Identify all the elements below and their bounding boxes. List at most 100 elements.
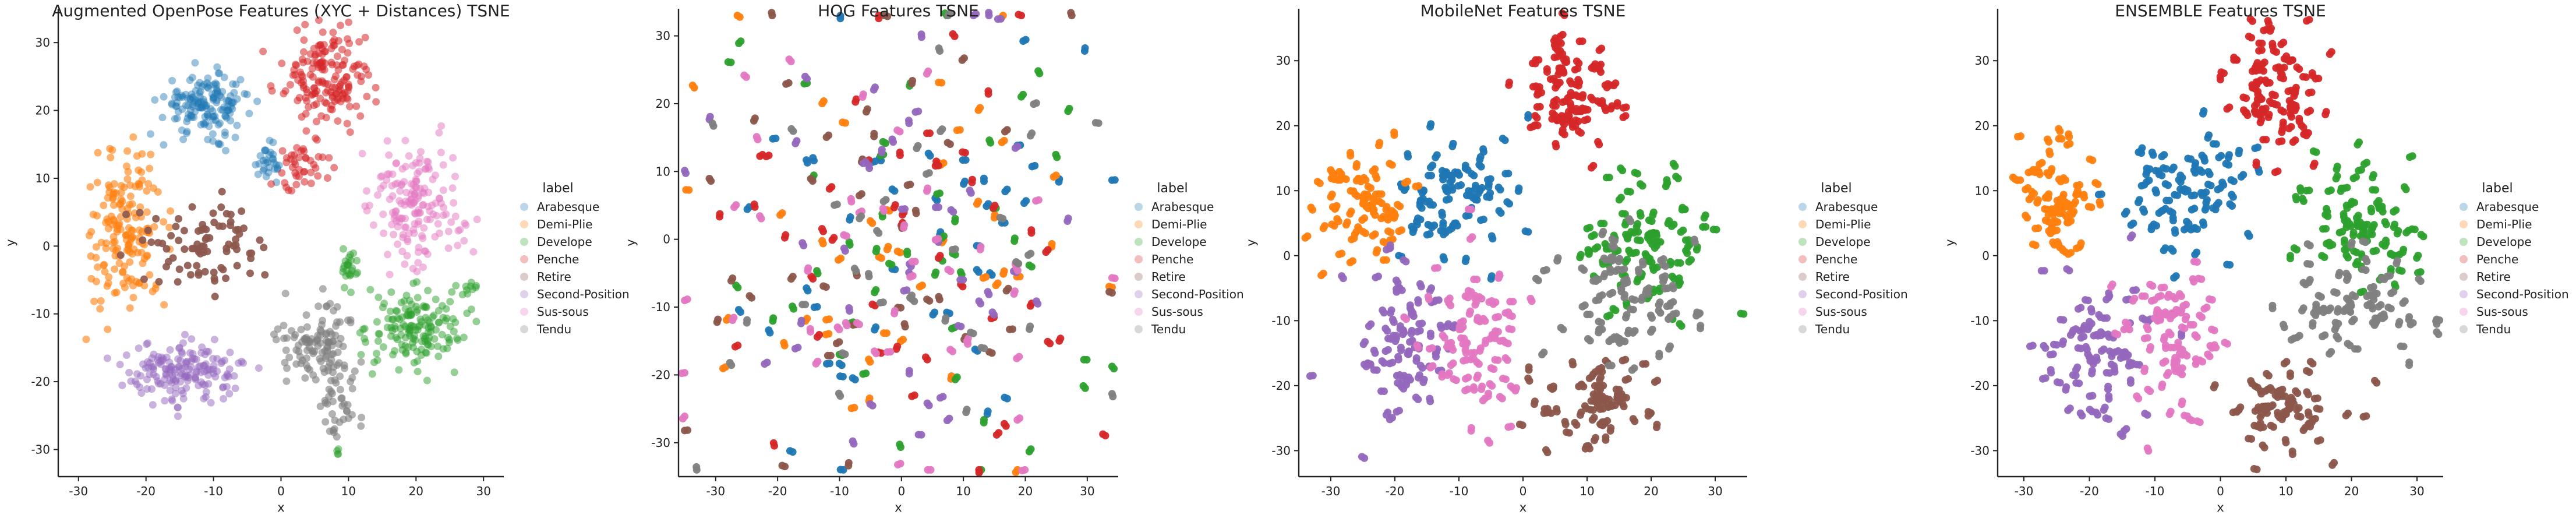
data-point	[1462, 356, 1471, 364]
data-point	[348, 264, 356, 272]
data-point	[192, 96, 200, 104]
data-point	[2140, 208, 2149, 216]
data-point	[228, 99, 236, 107]
y-tick-label: 0	[1283, 249, 1291, 263]
data-point	[209, 94, 217, 102]
data-point	[235, 359, 243, 367]
data-point	[1671, 162, 1679, 170]
data-point	[227, 221, 235, 230]
data-point	[2345, 220, 2354, 228]
data-point	[1412, 357, 1420, 365]
legend-title: label	[542, 181, 573, 196]
data-point	[168, 101, 176, 108]
data-point	[935, 203, 942, 212]
x-tick-label: 30	[1080, 484, 1094, 498]
data-point	[260, 146, 268, 154]
data-point	[247, 255, 255, 262]
data-point	[2034, 196, 2042, 204]
data-point	[871, 326, 879, 334]
data-point	[332, 72, 340, 80]
data-point	[406, 332, 414, 340]
data-point	[810, 157, 818, 165]
data-point	[743, 205, 751, 213]
data-point	[2312, 148, 2320, 156]
data-point	[877, 299, 884, 306]
data-point	[213, 63, 221, 71]
data-point	[1653, 424, 1660, 431]
data-point	[769, 135, 777, 143]
data-point	[190, 113, 198, 121]
data-point	[807, 327, 815, 336]
data-point	[2379, 207, 2387, 216]
data-point	[202, 225, 210, 234]
data-point	[2408, 152, 2416, 160]
data-point	[2321, 211, 2330, 219]
data-point	[1313, 178, 1321, 186]
data-point	[190, 98, 199, 106]
data-point	[682, 186, 690, 194]
data-point	[196, 87, 204, 96]
panel-3: -30 -20 -10 0 10 20 30-30-20-100102030xyMobile…	[1244, 1, 1908, 515]
data-point	[413, 278, 421, 286]
data-point	[201, 112, 209, 121]
data-point	[956, 126, 964, 134]
data-point	[2223, 340, 2231, 348]
data-point	[1027, 263, 1036, 271]
data-point	[2411, 225, 2419, 234]
legend-label: Second-Position	[537, 287, 630, 301]
data-point	[2074, 305, 2082, 313]
data-point	[1585, 247, 1593, 255]
data-point	[1425, 345, 1433, 353]
data-point	[917, 30, 925, 38]
data-point	[896, 151, 904, 159]
data-point	[192, 368, 200, 376]
data-point	[1443, 322, 1451, 330]
x-tick-label: 20	[1018, 484, 1033, 498]
data-point	[1439, 332, 1447, 339]
data-point	[2369, 247, 2377, 255]
series-demi-plie	[82, 133, 175, 343]
data-point	[1439, 253, 1447, 261]
data-point	[146, 164, 154, 172]
series-develope	[2286, 138, 2427, 297]
data-point	[960, 180, 967, 188]
data-point	[272, 161, 280, 169]
data-point	[2200, 221, 2208, 229]
legend-marker	[520, 255, 528, 263]
x-tick-label: -30	[2015, 484, 2034, 498]
data-point	[310, 84, 319, 92]
data-point	[2227, 176, 2235, 184]
data-point	[213, 80, 221, 89]
data-point	[126, 192, 135, 200]
data-point	[813, 267, 821, 275]
data-point	[2223, 105, 2231, 113]
data-point	[1550, 111, 1559, 119]
data-point	[1449, 139, 1457, 147]
data-point	[789, 302, 796, 311]
data-point	[2064, 406, 2072, 414]
data-point	[414, 326, 422, 334]
data-point	[2305, 89, 2313, 97]
data-point	[202, 102, 209, 110]
data-point	[2069, 326, 2077, 334]
data-point	[195, 382, 203, 390]
data-point	[175, 265, 183, 273]
data-point	[1111, 176, 1119, 184]
data-point	[292, 181, 301, 189]
data-point	[1644, 408, 1652, 416]
panel-4: -30 -20 -10 0 10 20 30-30-20-100102030xyENSEMB…	[1943, 1, 2569, 515]
data-point	[2432, 317, 2440, 325]
data-point	[2390, 207, 2398, 216]
data-point	[198, 242, 206, 251]
legend-marker	[2460, 273, 2468, 281]
data-point	[2073, 181, 2081, 189]
data-point	[1524, 114, 1532, 122]
data-point	[164, 258, 172, 266]
data-point	[2141, 292, 2149, 300]
data-point	[449, 154, 457, 162]
data-point	[231, 385, 239, 392]
data-point	[2337, 184, 2345, 192]
data-point	[105, 184, 114, 192]
data-point	[325, 154, 333, 162]
data-point	[217, 105, 225, 114]
